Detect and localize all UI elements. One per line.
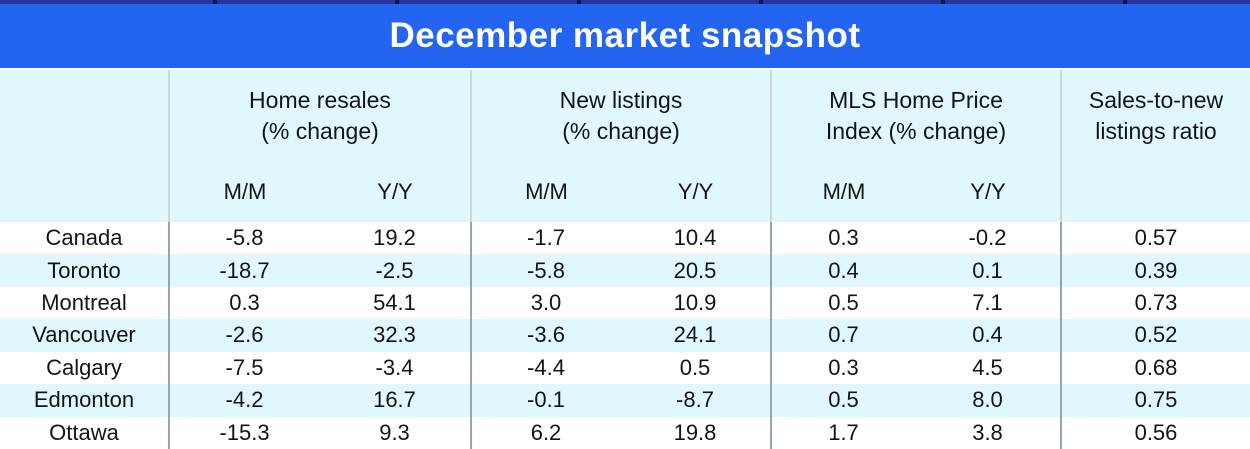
value-cell: 0.5 <box>770 384 915 417</box>
region-label: Calgary <box>46 354 122 380</box>
value-cell: 54.1 <box>373 290 416 316</box>
value-cell: -18.7 <box>168 254 319 287</box>
table-body: Canada -5.8 19.2 -1.7 10.4 0.3 -0.2 0.57… <box>0 222 1250 449</box>
value-cell: -3.4 <box>375 354 414 380</box>
table-row-canada: Canada -5.8 19.2 -1.7 10.4 0.3 -0.2 0.57 <box>0 222 1250 255</box>
top-rule <box>0 0 1250 4</box>
row-label-column-header <box>0 70 168 222</box>
value-cell: 0.3 <box>168 286 319 320</box>
value-cell: -0.2 <box>968 225 1007 251</box>
table-row-montreal: Montreal 0.3 54.1 3.0 10.9 0.5 7.1 0.73 <box>0 286 1250 320</box>
table-row-toronto: Toronto -18.7 -2.5 -5.8 20.5 0.4 0.1 0.3… <box>0 254 1250 287</box>
value-cell: -4.2 <box>168 384 319 417</box>
value-cell: 0.5 <box>770 286 915 320</box>
value-cell: -5.8 <box>470 254 620 287</box>
value-cell: 0.4 <box>770 254 915 287</box>
subcolumn-label-yy: Y/Y <box>677 179 714 204</box>
subcolumn-label-mm: M/M <box>822 179 866 204</box>
value-cell: 4.5 <box>972 354 1003 380</box>
column-group-home-resales: Home resales (% change) M/M Y/Y <box>168 70 470 222</box>
value-cell: -8.7 <box>676 387 714 413</box>
table-row-calgary: Calgary -7.5 -3.4 -4.4 0.5 0.3 4.5 0.68 <box>0 351 1250 385</box>
table-title: December market snapshot <box>389 16 861 55</box>
value-cell: 0.39 <box>1060 254 1250 287</box>
subcolumn-labels: M/M Y/Y <box>472 179 770 205</box>
subcolumn-label-mm: M/M <box>525 179 568 204</box>
region-label: Montreal <box>41 290 127 316</box>
value-cell: 0.68 <box>1060 351 1250 385</box>
value-cell: 8.0 <box>972 387 1003 413</box>
value-cell: -2.5 <box>375 257 414 283</box>
value-cell: -7.5 <box>168 351 319 385</box>
column-group-label: New listings (% change) <box>559 87 683 144</box>
table-row-edmonton: Edmonton -4.2 16.7 -0.1 -8.7 0.5 8.0 0.7… <box>0 384 1250 417</box>
column-group-label: Sales-to-new listings ratio <box>1088 87 1224 144</box>
value-cell: 10.4 <box>673 225 717 251</box>
value-cell: -1.7 <box>470 222 620 255</box>
value-cell: 0.73 <box>1060 286 1250 320</box>
value-cell: 9.3 <box>379 419 410 445</box>
value-cell: 0.75 <box>1060 384 1250 417</box>
subcolumn-label-mm: M/M <box>223 179 267 204</box>
value-cell: -2.6 <box>168 319 319 352</box>
value-cell: 16.7 <box>373 387 416 413</box>
value-cell: 32.3 <box>373 322 416 348</box>
region-label: Toronto <box>47 257 121 283</box>
value-cell: 0.5 <box>679 354 711 380</box>
value-cell: -0.1 <box>470 384 620 417</box>
subcolumn-label-yy: Y/Y <box>970 179 1006 204</box>
value-cell: 3.8 <box>972 419 1003 445</box>
value-cell: 0.56 <box>1060 416 1250 449</box>
value-cell: -3.6 <box>470 319 620 352</box>
subcolumn-label-yy: Y/Y <box>377 179 413 204</box>
value-cell: 19.8 <box>673 419 717 445</box>
value-cell: 20.5 <box>673 257 717 283</box>
value-cell: 0.3 <box>770 351 915 385</box>
column-header-band: Home resales (% change) M/M Y/Y New list… <box>0 70 1250 222</box>
value-cell: 1.7 <box>770 416 915 449</box>
subcolumn-labels: M/M Y/Y <box>170 179 470 205</box>
column-group-label: Home resales (% change) <box>249 87 391 144</box>
title-bar-divider <box>0 68 1250 70</box>
subcolumn-labels: M/M Y/Y <box>772 179 1060 205</box>
region-label: Ottawa <box>49 419 119 445</box>
region-label: Vancouver <box>32 322 136 348</box>
value-cell: 19.2 <box>373 225 416 251</box>
value-cell: 3.0 <box>470 286 620 320</box>
value-cell: 24.1 <box>673 322 717 348</box>
value-cell: 0.1 <box>972 257 1003 283</box>
table-row-ottawa: Ottawa -15.3 9.3 6.2 19.8 1.7 3.8 0.56 <box>0 416 1250 449</box>
value-cell: 0.7 <box>770 319 915 352</box>
column-group-sales-to-new-ratio: Sales-to-new listings ratio <box>1060 70 1250 222</box>
value-cell: -5.8 <box>168 222 319 255</box>
value-cell: 0.57 <box>1060 222 1250 255</box>
value-cell: -4.4 <box>470 351 620 385</box>
value-cell: 0.4 <box>972 322 1003 348</box>
region-label: Canada <box>45 225 123 251</box>
region-label: Edmonton <box>33 387 135 413</box>
table-row-vancouver: Vancouver -2.6 32.3 -3.6 24.1 0.7 0.4 0.… <box>0 319 1250 352</box>
value-cell: 10.9 <box>673 290 717 316</box>
value-cell: 6.2 <box>470 416 620 449</box>
value-cell: 7.1 <box>972 290 1003 316</box>
value-cell: 0.3 <box>770 222 915 255</box>
column-group-label: MLS Home Price Index (% change) <box>825 87 1007 144</box>
value-cell: -15.3 <box>168 416 319 449</box>
column-group-new-listings: New listings (% change) M/M Y/Y <box>470 70 770 222</box>
title-bar: December market snapshot <box>0 4 1250 68</box>
column-group-mls-hpi: MLS Home Price Index (% change) M/M Y/Y <box>770 70 1060 222</box>
value-cell: 0.52 <box>1060 319 1250 352</box>
